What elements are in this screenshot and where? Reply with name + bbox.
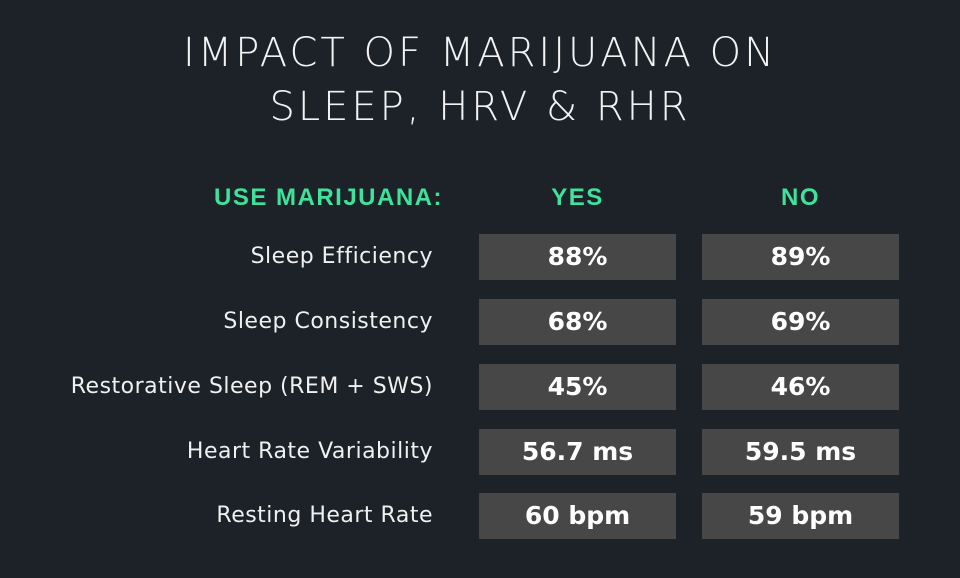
value-yes: 45% <box>479 364 676 410</box>
value-yes: 56.7 ms <box>479 429 676 475</box>
value-no: 69% <box>702 299 899 345</box>
header-yes: YES <box>551 184 604 211</box>
title-line-2: SLEEP, HRV & RHR <box>269 84 691 130</box>
row-label: Restorative Sleep (REM + SWS) <box>70 374 433 399</box>
row-label: Resting Heart Rate <box>216 503 433 528</box>
value-no: 59 bpm <box>702 493 899 539</box>
title-line-1: IMPACT OF MARIJUANA ON <box>182 30 778 76</box>
value-yes: 60 bpm <box>479 493 676 539</box>
header-no: NO <box>781 184 820 211</box>
value-yes: 88% <box>479 234 676 280</box>
row-label: Sleep Efficiency <box>250 244 433 269</box>
value-yes: 68% <box>479 299 676 345</box>
value-no: 89% <box>702 234 899 280</box>
row-label: Sleep Consistency <box>223 309 433 334</box>
value-no: 46% <box>702 364 899 410</box>
header-use-marijuana: USE MARIJUANA: <box>213 184 443 211</box>
value-no: 59.5 ms <box>702 429 899 475</box>
row-label: Heart Rate Variability <box>186 439 433 464</box>
